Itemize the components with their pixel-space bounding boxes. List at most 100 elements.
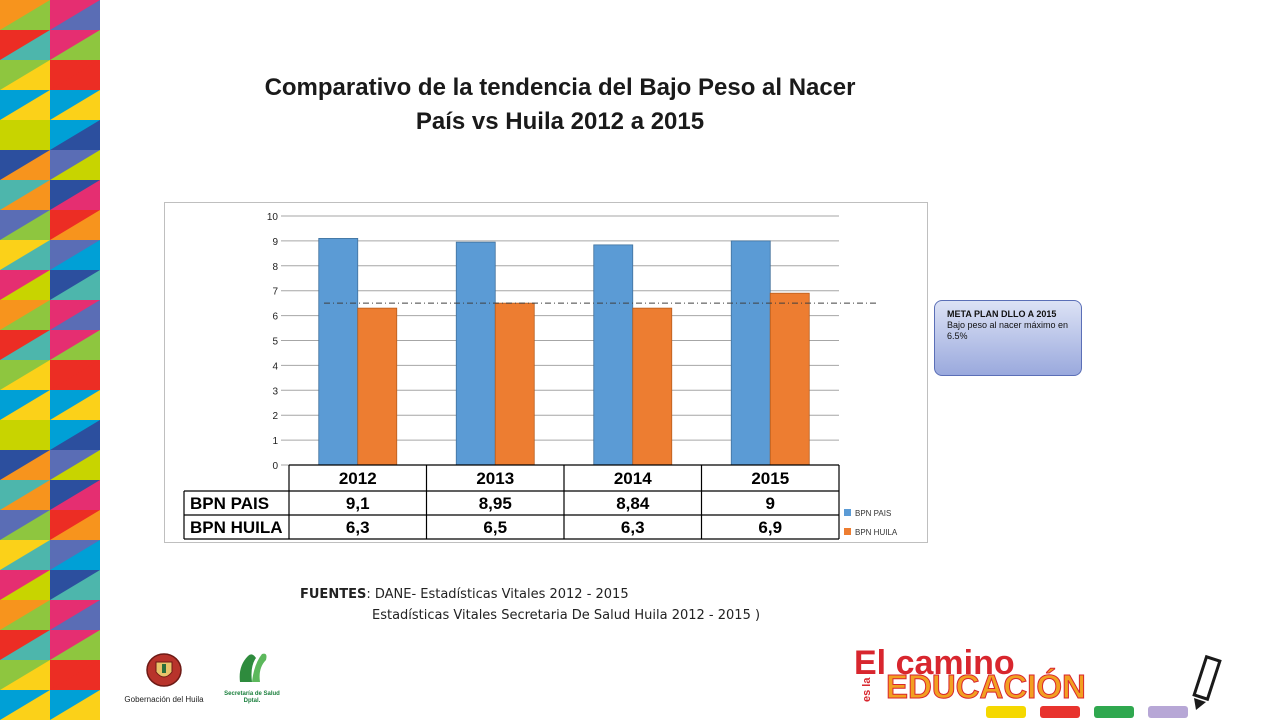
- table-series-label: BPN PAIS: [190, 494, 269, 513]
- el-camino-brand-logo: El camino es la EDUCACIÓN: [854, 644, 1222, 718]
- chart-title-line1: Comparativo de la tendencia del Bajo Pes…: [264, 74, 856, 101]
- strip-triangle: [0, 150, 50, 180]
- sources-line2: Estadísticas Vitales Secretaria De Salud…: [372, 608, 761, 623]
- strip-triangle: [50, 120, 100, 150]
- strip-triangle: [50, 30, 100, 60]
- strip-triangle: [0, 390, 50, 420]
- gobernacion-logo: Gobernación del Huila: [116, 652, 212, 704]
- secretaria-caption-line1: Secretaría de Salud: [224, 691, 280, 697]
- y-tick-label: 4: [272, 361, 278, 372]
- strip-triangle: [50, 480, 100, 510]
- goal-callout-box: META PLAN DLLO A 2015 Bajo peso al nacer…: [934, 300, 1082, 376]
- bar-bpn-pais: [318, 238, 359, 466]
- x-category-label: 2013: [476, 469, 514, 488]
- strip-triangle: [50, 570, 100, 600]
- bar-bpn-pais: [455, 241, 496, 466]
- strip-triangle: [0, 600, 50, 630]
- sources-note: FUENTES: DANE- Estadísticas Vitales 2012…: [300, 584, 760, 626]
- bar-bpn-pais: [593, 244, 634, 466]
- strip-triangle: [0, 540, 50, 570]
- brand-icon-strip-4: [1148, 706, 1188, 718]
- table-series-label: BPN HUILA: [190, 518, 283, 537]
- health-secretariat-icon: [239, 653, 267, 682]
- y-tick-label: 0: [272, 461, 278, 472]
- pencil-icon: [1192, 654, 1222, 710]
- table-value-label: 8,95: [479, 494, 512, 513]
- strip-triangle: [50, 630, 100, 660]
- table-value-label: 6,3: [621, 518, 645, 537]
- legend-swatch: [844, 528, 851, 535]
- strip-triangle: [0, 420, 50, 450]
- x-category-label: 2015: [751, 469, 789, 488]
- strip-triangle: [0, 0, 50, 30]
- strip-triangle: [0, 120, 50, 150]
- x-category-label: 2014: [614, 469, 652, 488]
- strip-triangle: [0, 510, 50, 540]
- strip-triangle: [0, 300, 50, 330]
- strip-triangle: [0, 360, 50, 390]
- strip-triangle: [50, 420, 100, 450]
- secretaria-caption-line2: Dptal.: [243, 698, 261, 704]
- strip-triangle: [0, 30, 50, 60]
- strip-triangle: [0, 450, 50, 480]
- y-tick-label: 10: [267, 212, 279, 223]
- brand-icon-strip-3: [1094, 706, 1134, 718]
- strip-triangle: [0, 630, 50, 660]
- bar-bpn-huila: [494, 302, 535, 466]
- strip-triangle: [50, 690, 100, 720]
- decorative-side-strip: [0, 0, 100, 720]
- strip-triangle: [0, 660, 50, 690]
- y-tick-label: 1: [272, 436, 278, 447]
- bar-bpn-huila: [632, 307, 673, 466]
- legend-swatch: [844, 509, 851, 516]
- brand-icon-strip-2: [1040, 706, 1080, 718]
- y-tick-label: 8: [272, 262, 278, 273]
- strip-triangle: [50, 600, 100, 630]
- gobernacion-caption: Gobernación del Huila: [124, 695, 204, 704]
- strip-triangle: [50, 660, 100, 690]
- coat-of-arms-icon: [146, 653, 182, 687]
- strip-triangle: [0, 240, 50, 270]
- strip-triangle: [50, 180, 100, 210]
- strip-triangle: [50, 390, 100, 420]
- strip-triangle: [0, 690, 50, 720]
- y-tick-label: 3: [272, 386, 278, 397]
- brand-line2: EDUCACIÓN: [886, 668, 1086, 705]
- sources-line1: : DANE- Estadísticas Vitales 2012 - 2015: [366, 587, 629, 602]
- table-value-label: 6,9: [758, 518, 782, 537]
- strip-triangle: [0, 90, 50, 120]
- strip-triangle: [50, 270, 100, 300]
- sources-label: FUENTES: [300, 587, 367, 602]
- legend-label: BPN HUILA: [855, 528, 898, 537]
- table-value-label: 9,1: [346, 494, 370, 513]
- strip-triangle: [50, 510, 100, 540]
- x-category-label: 2012: [339, 469, 377, 488]
- strip-triangle: [50, 450, 100, 480]
- strip-triangle: [0, 270, 50, 300]
- goal-callout-text: Bajo peso al nacer máximo en 6.5%: [947, 320, 1069, 341]
- strip-triangle: [50, 360, 100, 390]
- legend-label: BPN PAIS: [855, 509, 891, 518]
- chart-title-line2: País vs Huila 2012 a 2015: [415, 108, 705, 135]
- bar-chart: 0 1 2 3 4 5 6 7 8 9 10 2012 9,1 6,3 2013 8,95 6,5 2014 8,8…: [183, 212, 898, 540]
- strip-triangle: [50, 240, 100, 270]
- y-tick-label: 5: [272, 337, 278, 348]
- strip-triangle: [50, 210, 100, 240]
- brand-line1: El camino: [854, 644, 1015, 682]
- y-tick-label: 9: [272, 237, 278, 248]
- secretaria-salud-logo: Secretaría de Salud Dptal.: [214, 648, 290, 705]
- strip-triangle: [0, 210, 50, 240]
- table-value-label: 6,5: [483, 518, 507, 537]
- strip-triangle: [50, 300, 100, 330]
- table-value-label: 9: [766, 494, 775, 513]
- strip-triangle: [0, 60, 50, 90]
- brand-small: es la: [861, 677, 873, 702]
- y-tick-label: 2: [272, 411, 278, 422]
- strip-triangle: [50, 60, 100, 90]
- strip-triangle: [50, 0, 100, 30]
- bar-bpn-pais: [730, 240, 771, 466]
- strip-triangle: [0, 480, 50, 510]
- table-value-label: 6,3: [346, 518, 370, 537]
- strip-triangle: [50, 90, 100, 120]
- strip-triangle: [0, 330, 50, 360]
